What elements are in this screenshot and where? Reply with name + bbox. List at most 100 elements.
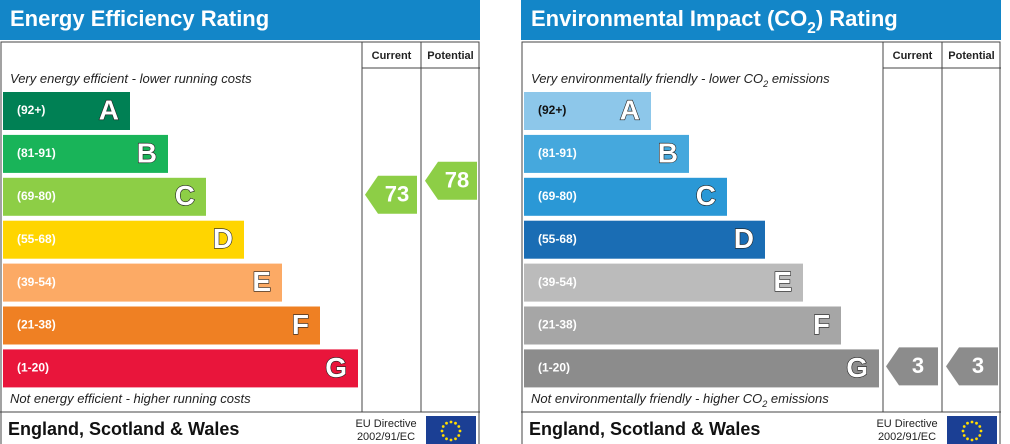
directive: EU Directive bbox=[355, 418, 416, 430]
title-bar bbox=[521, 0, 1001, 40]
band-bar bbox=[524, 220, 765, 259]
bottom-note-part: emissions bbox=[767, 391, 829, 406]
band-letter: B bbox=[658, 137, 678, 168]
column-header: Potential bbox=[427, 50, 473, 62]
eu-star bbox=[966, 437, 969, 441]
eu-star bbox=[970, 420, 974, 424]
band-range: (39-54) bbox=[538, 275, 577, 289]
band-bar bbox=[524, 306, 841, 345]
band-letter: E bbox=[252, 266, 271, 297]
eu-star bbox=[441, 434, 445, 437]
eu-star bbox=[970, 438, 974, 442]
bottom-note-part: 2 bbox=[761, 399, 767, 409]
eu-star bbox=[457, 425, 461, 428]
band-letter: G bbox=[846, 352, 868, 383]
directive: EU Directive bbox=[876, 418, 937, 430]
bottom-note: Not environmentally friendly - higher CO… bbox=[531, 391, 829, 409]
top-note-part: emissions bbox=[768, 71, 830, 86]
rating-marker bbox=[886, 347, 938, 386]
eu-star bbox=[962, 425, 966, 428]
band-bar bbox=[3, 92, 130, 130]
panel-title: Environmental Impact (CO2) Rating bbox=[531, 6, 898, 37]
band-bar bbox=[524, 263, 803, 302]
bottom-note-part: Not energy efficient - higher running co… bbox=[10, 391, 251, 406]
eu-star bbox=[454, 421, 457, 425]
band-bar bbox=[3, 263, 282, 302]
eu-star bbox=[449, 420, 453, 424]
panel-border bbox=[521, 41, 1001, 444]
column-header: Current bbox=[372, 50, 412, 62]
panel-title: Energy Efficiency Rating bbox=[10, 6, 269, 31]
band-range: (92+) bbox=[538, 103, 566, 117]
band-range: (1-20) bbox=[538, 361, 570, 375]
band-range: (69-80) bbox=[538, 189, 577, 203]
directive: 2002/91/EC bbox=[878, 431, 936, 443]
band-letter: F bbox=[292, 309, 309, 340]
band-bar bbox=[524, 92, 651, 130]
eu-star bbox=[975, 437, 978, 441]
band-range: (21-38) bbox=[17, 318, 56, 332]
band-bar bbox=[3, 306, 320, 345]
panel-title-part: ) Rating bbox=[816, 6, 898, 31]
band-range: (81-91) bbox=[17, 146, 56, 160]
eu-star bbox=[975, 421, 978, 425]
panel-border bbox=[0, 41, 480, 444]
band-bar bbox=[3, 349, 358, 388]
band-letter: F bbox=[813, 309, 830, 340]
title-bar bbox=[0, 0, 480, 40]
eu-star bbox=[978, 425, 982, 428]
column-header: Current bbox=[893, 50, 933, 62]
panel-title-part: Environmental Impact (CO bbox=[531, 6, 807, 31]
eu-star bbox=[457, 434, 461, 437]
eu-star bbox=[440, 429, 444, 433]
band-bar bbox=[3, 177, 206, 216]
top-note: Very energy efficient - lower running co… bbox=[10, 71, 252, 86]
footer-region: England, Scotland & Wales bbox=[8, 419, 239, 439]
directive: 2002/91/EC bbox=[357, 431, 415, 443]
band-bar bbox=[524, 134, 689, 173]
band-bar bbox=[3, 134, 168, 173]
band-bar bbox=[524, 349, 879, 388]
band-range: (55-68) bbox=[538, 232, 577, 246]
panel-title-part: Energy Efficiency Rating bbox=[10, 6, 269, 31]
band-letter: C bbox=[696, 180, 716, 211]
eu-star bbox=[979, 429, 983, 433]
band-letter: D bbox=[213, 223, 233, 254]
eu-star bbox=[449, 438, 453, 442]
top-note: Very environmentally friendly - lower CO… bbox=[531, 71, 830, 89]
band-letter: G bbox=[325, 352, 347, 383]
bottom-note: Not energy efficient - higher running co… bbox=[10, 391, 251, 406]
rating-marker bbox=[365, 175, 417, 214]
rating-value: 78 bbox=[445, 168, 469, 193]
band-letter: D bbox=[734, 223, 754, 254]
eu-star bbox=[458, 429, 462, 433]
eu-star bbox=[445, 421, 448, 425]
band-range: (1-20) bbox=[17, 361, 49, 375]
eu-star bbox=[454, 437, 457, 441]
eu-star bbox=[961, 429, 965, 433]
eu-star bbox=[962, 434, 966, 437]
eu-star bbox=[441, 425, 445, 428]
band-letter: B bbox=[137, 137, 157, 168]
band-letter: A bbox=[99, 94, 119, 125]
footer-region: England, Scotland & Wales bbox=[529, 419, 760, 439]
band-range: (81-91) bbox=[538, 146, 577, 160]
band-range: (21-38) bbox=[538, 318, 577, 332]
rating-marker bbox=[946, 347, 998, 386]
band-range: (39-54) bbox=[17, 275, 56, 289]
rating-value: 3 bbox=[912, 353, 924, 378]
column-header: Potential bbox=[948, 50, 994, 62]
rating-value: 73 bbox=[385, 182, 409, 207]
eu-star bbox=[978, 434, 982, 437]
panel-title-part: 2 bbox=[807, 20, 816, 37]
band-bar bbox=[3, 220, 244, 259]
rating-value: 3 bbox=[972, 353, 984, 378]
band-range: (55-68) bbox=[17, 232, 56, 246]
bottom-note-part: Not environmentally friendly - higher CO bbox=[531, 391, 762, 406]
band-letter: A bbox=[620, 94, 640, 125]
band-letter: C bbox=[175, 180, 195, 211]
band-range: (92+) bbox=[17, 103, 45, 117]
eu-star bbox=[966, 421, 969, 425]
band-letter: E bbox=[773, 266, 792, 297]
